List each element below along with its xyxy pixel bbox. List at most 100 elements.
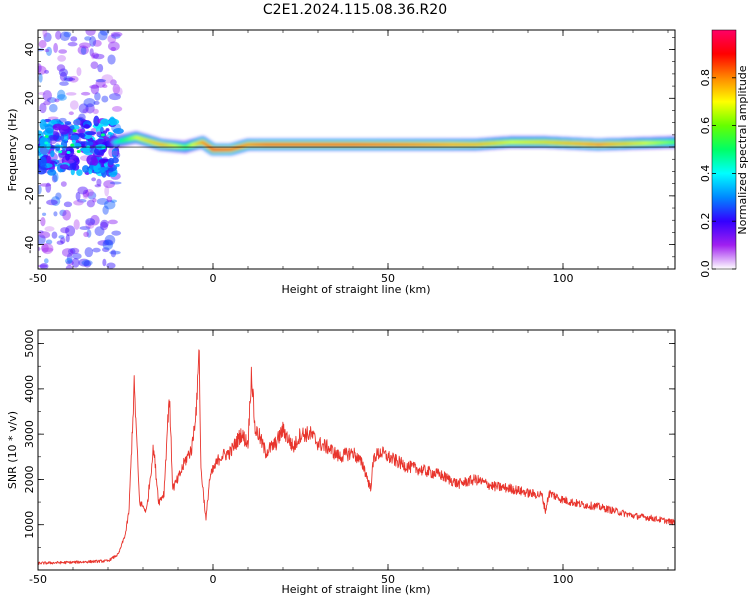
heatmap-noise-blob xyxy=(44,258,49,263)
heatmap-noise-blob xyxy=(87,200,95,208)
heatmap-y-tick-label: -40 xyxy=(23,236,36,254)
heatmap-noise-blob xyxy=(112,106,122,112)
heatmap-noise-blob xyxy=(45,49,50,52)
heatmap-noise-blob xyxy=(69,111,74,115)
heatmap-noise-blob xyxy=(73,120,81,126)
heatmap-noise-blob xyxy=(65,225,75,236)
heatmap-noise-blob xyxy=(53,43,58,53)
heatmap-noise-blob xyxy=(73,200,84,206)
heatmap-noise-blob xyxy=(93,54,105,60)
heatmap-noise-blob xyxy=(100,220,108,228)
heatmap-noise-blob xyxy=(101,146,105,149)
heatmap-ridge xyxy=(115,137,675,149)
heatmap-noise-blob xyxy=(80,148,92,152)
heatmap-noise-blob xyxy=(36,63,42,72)
heatmap-noise-blob xyxy=(61,181,67,187)
heatmap-noise-blob xyxy=(39,73,43,82)
heatmap-x-tick-label: -50 xyxy=(29,272,47,285)
snr-y-tick-label: 5000 xyxy=(23,330,36,358)
snr-x-tick-label: 0 xyxy=(210,573,217,586)
heatmap-noise-blob xyxy=(76,169,82,176)
heatmap-noise-blob xyxy=(107,196,113,202)
heatmap-noise-blob xyxy=(46,199,58,205)
heatmap-noise-blob xyxy=(64,202,72,208)
heatmap-noise-blob xyxy=(60,164,69,169)
heatmap-noise-blob xyxy=(98,167,108,171)
chart-title: C2E1.2024.115.08.36.R20 xyxy=(263,2,447,18)
heatmap-noise-blob xyxy=(76,67,81,76)
heatmap-y-tick-label: 20 xyxy=(23,91,36,105)
heatmap-noise-blob xyxy=(79,42,91,48)
heatmap-noise-blob xyxy=(93,109,99,114)
colorbar-tick-label: 0.6 xyxy=(699,117,712,135)
heatmap-noise-blob xyxy=(40,217,45,226)
heatmap-noise-blob xyxy=(102,157,108,164)
heatmap-noise-blob xyxy=(77,150,81,153)
snr-y-axis-label: SNR (10 * v/v) xyxy=(6,411,19,489)
heatmap-noise-blob xyxy=(92,248,101,253)
heatmap-noise-blob xyxy=(57,90,65,100)
heatmap-noise-blob xyxy=(102,259,106,266)
heatmap-noise-blob xyxy=(68,42,78,46)
heatmap-noise-blob xyxy=(58,49,67,53)
heatmap-noise-blob xyxy=(50,150,54,157)
heatmap-noise-blob xyxy=(43,28,48,38)
snr-y-tick-label: 1000 xyxy=(23,511,36,539)
heatmap-noise-blob xyxy=(78,133,86,138)
heatmap-noise-blob xyxy=(76,192,81,201)
heatmap-noise-blob xyxy=(53,172,59,182)
heatmap-noise-blob xyxy=(111,250,116,258)
heatmap-y-tick-label: 0 xyxy=(23,144,36,151)
heatmap-y-tick-label: -20 xyxy=(23,187,36,205)
heatmap-y-tick-label: 40 xyxy=(23,43,36,57)
colorbar-tick-label: 0.2 xyxy=(699,212,712,230)
heatmap-noise-blob xyxy=(115,164,120,167)
heatmap-noise-blob xyxy=(91,177,96,181)
heatmap-noise-blob xyxy=(44,70,49,74)
heatmap-noise-blob xyxy=(84,124,90,129)
colorbar-tick-label: 0.0 xyxy=(699,260,712,278)
heatmap-noise-blob xyxy=(92,158,98,166)
heatmap-x-tick-label: 0 xyxy=(210,272,217,285)
heatmap-noise-blob xyxy=(53,211,57,216)
heatmap-noise-blob xyxy=(81,92,90,96)
heatmap-noise-blob xyxy=(110,181,122,184)
heatmap-noise-blob xyxy=(108,132,112,135)
heatmap-noise-blob xyxy=(59,81,69,86)
heatmap-noise-blob xyxy=(78,114,86,122)
colorbar-tick-label: 0.4 xyxy=(699,165,712,183)
heatmap-noise-blob xyxy=(39,40,47,48)
heatmap-noise-blob xyxy=(60,237,65,244)
snr-x-axis-label: Height of straight line (km) xyxy=(281,583,430,596)
heatmap-noise-blob xyxy=(44,142,48,145)
heatmap-noise-blob xyxy=(113,128,124,134)
heatmap-noise-blob xyxy=(100,119,109,127)
heatmap-noise-blob xyxy=(90,61,98,69)
heatmap-noise-blob xyxy=(112,151,120,156)
heatmap-noise-blob xyxy=(45,124,54,133)
heatmap-noise-blob xyxy=(105,128,109,131)
heatmap-noise-blob xyxy=(109,117,116,126)
heatmap-noise-blob xyxy=(65,258,72,264)
heatmap-noise-blob xyxy=(57,55,66,62)
heatmap-x-tick-label: 100 xyxy=(553,272,574,285)
heatmap-noise-blob xyxy=(82,260,93,266)
heatmap-noise-blob xyxy=(64,78,75,81)
heatmap-noise-blob xyxy=(57,64,65,71)
snr-y-tick-label: 4000 xyxy=(23,375,36,403)
heatmap-noise-blob xyxy=(72,140,76,143)
heatmap-noise-blob xyxy=(43,101,50,106)
heatmap-noise-blob xyxy=(63,159,74,163)
colorbar: 0.00.20.40.60.8 Normalized spectral ampl… xyxy=(699,30,749,278)
heatmap-noise-blob xyxy=(91,84,99,94)
heatmap-noise-blob xyxy=(52,231,58,238)
heatmap-noise-blob xyxy=(108,220,118,225)
heatmap-noise-blob xyxy=(45,135,49,138)
heatmap-noise-blob xyxy=(44,226,54,231)
heatmap-noise-blob xyxy=(73,129,77,132)
heatmap-noise-blob xyxy=(108,158,114,165)
heatmap-noise-blob xyxy=(111,32,123,37)
